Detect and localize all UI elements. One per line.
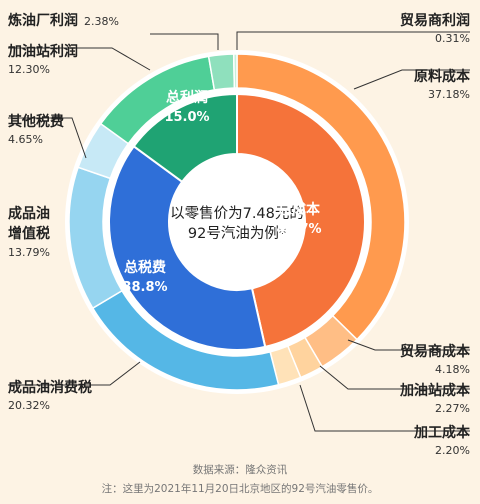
outer-label-name-6: 成品油 (8, 205, 50, 222)
leader-line-10 (236, 31, 470, 50)
leader-line-3 (319, 365, 470, 390)
outer-label-value-4: 2.20% (435, 444, 470, 457)
outer-slice-10 (232, 53, 238, 89)
outer-label-name-6-cont: 增值税 (8, 225, 50, 242)
outer-label-value-2: 4.18% (435, 363, 470, 376)
outer-label-name-3: 加油站成本 (399, 382, 471, 399)
inner-slice-3 (132, 92, 238, 184)
outer-label-value-7: 4.65% (8, 133, 43, 146)
inner-label-name-2: 总税费 (124, 259, 166, 276)
footnote: 注：这里为2021年11月20日北京地区的92号汽油零售价。 (101, 483, 379, 495)
outer-label-name-5: 成品油消费税 (8, 379, 92, 396)
outer-label-name-9: 炼油厂利润 (8, 12, 78, 29)
outer-label-name-10: 贸易商利润 (400, 12, 470, 29)
leader-line-4 (299, 384, 470, 432)
inner-label-value-2: 38.8% (122, 280, 167, 295)
outer-label-value-6: 13.79% (8, 246, 50, 259)
outer-label-name-1: 原料成本 (414, 68, 471, 85)
inner-label-value-3: 15.0% (164, 110, 209, 125)
center-text-line-1: 以零售价为7.48元的 (170, 205, 304, 222)
inner-slice-2 (108, 144, 267, 351)
center-text-line-2: 92号汽油为例* (188, 225, 286, 242)
leader-line-2 (347, 339, 470, 351)
outer-label-name-7: 其他税费 (8, 113, 64, 130)
outer-label-name-2: 贸易商成本 (400, 343, 471, 360)
leader-line-8 (8, 47, 151, 71)
inner-label-value-1: 46.7% (276, 222, 321, 237)
outer-label-value-5: 20.32% (8, 399, 50, 412)
outer-label-name-4: 加工成本 (413, 424, 471, 441)
outer-label-value-3: 2.27% (435, 402, 470, 415)
inner-label-name-3: 总利润 (166, 89, 208, 106)
outer-label-value-8: 12.30% (8, 63, 50, 76)
outer-label-value-10: 0.31% (435, 32, 470, 45)
center-disc (171, 156, 303, 288)
outer-label-value-9: 2.38% (84, 15, 119, 28)
leader-line-9 (150, 33, 219, 50)
leader-line-7 (8, 117, 87, 159)
inner-slice-1 (236, 92, 366, 349)
outer-label-name-8: 加油站利润 (7, 43, 78, 60)
inner-label-name-1: 总成本 (278, 201, 321, 218)
outer-label-value-1: 37.18% (428, 88, 470, 101)
data-source: 数据来源：隆众资讯 (192, 464, 288, 476)
leader-line-5 (8, 361, 141, 386)
leader-line-1 (353, 69, 470, 90)
